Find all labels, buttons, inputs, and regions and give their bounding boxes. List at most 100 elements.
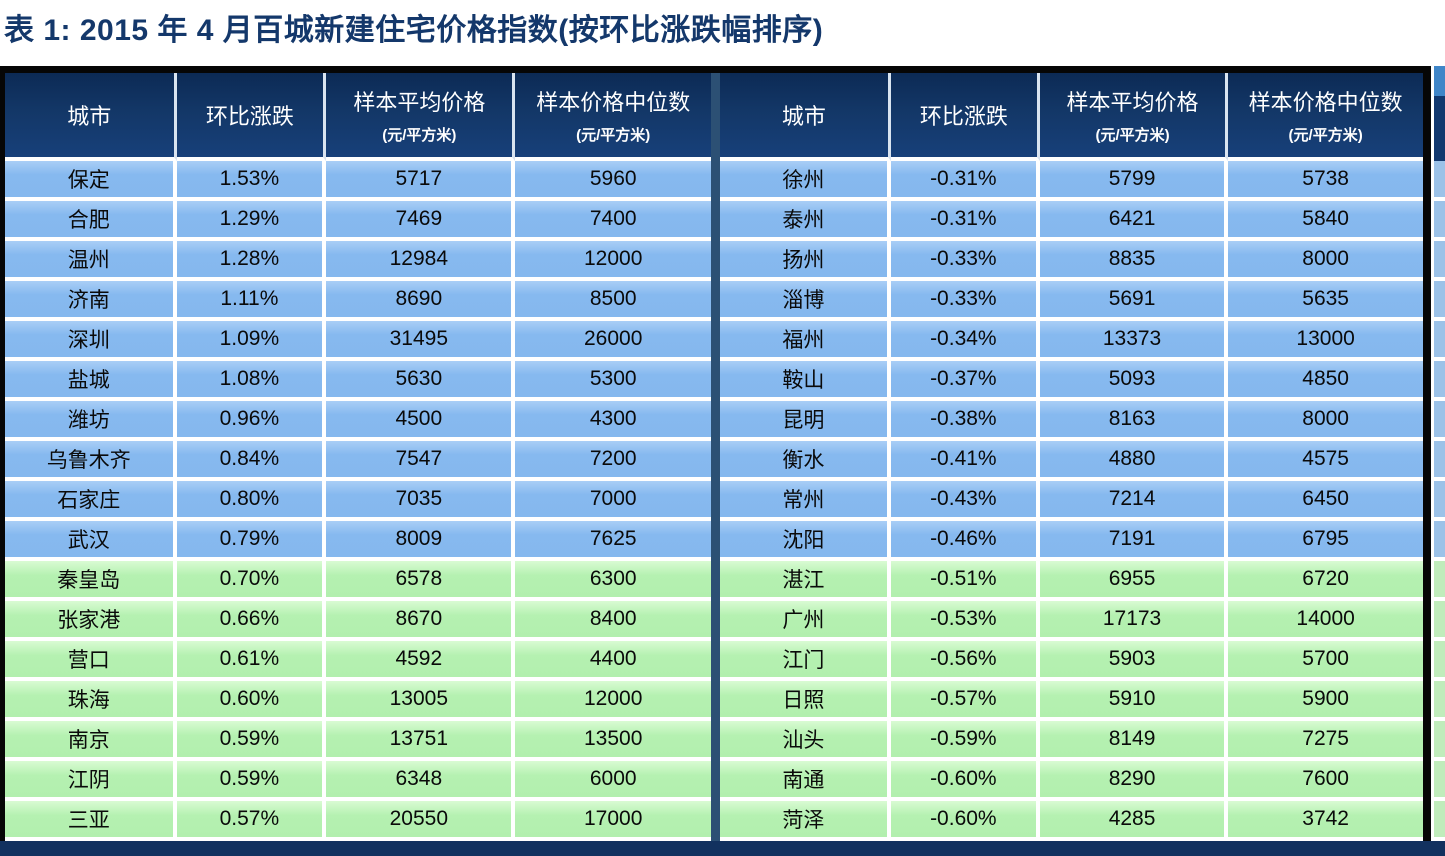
cell-mom-change: -0.31%: [890, 201, 1040, 241]
table-row: 温州 1.28% 12984 12000: [5, 241, 711, 281]
header-median-price-unit: (元/平方米): [576, 127, 651, 144]
cell-avg-price: 6955: [1039, 561, 1229, 601]
cell-median-price: 26000: [515, 321, 711, 361]
cell-mom-change: -0.46%: [890, 521, 1040, 561]
left-header-row: 城市 环比涨跌 样本平均价格 (元/平方米) 样本价格中位数 (元/平方米): [5, 73, 711, 161]
table-row: 盐城 1.08% 5630 5300: [5, 361, 711, 401]
cell-median-price: 7625: [515, 521, 711, 561]
cell-city: 营口: [5, 641, 177, 681]
cell-median-price: 5635: [1228, 281, 1423, 321]
cell-avg-price: 8163: [1039, 401, 1229, 441]
price-index-table: 城市 环比涨跌 样本平均价格 (元/平方米) 样本价格中位数 (元/平方米) 保…: [0, 66, 1445, 841]
sliver-header-segment: [1434, 96, 1445, 161]
table-left-border: [0, 73, 5, 841]
cell-avg-price: 12984: [326, 241, 516, 281]
cell-city: 深圳: [5, 321, 177, 361]
table-row: 珠海 0.60% 13005 12000: [5, 681, 711, 721]
table-row: 营口 0.61% 4592 4400: [5, 641, 711, 681]
table-row: 南京 0.59% 13751 13500: [5, 721, 711, 761]
header-avg-price-unit: (元/平方米): [1095, 127, 1170, 144]
cell-mom-change: 0.59%: [176, 761, 327, 801]
sliver-row-segment: [1434, 601, 1445, 641]
cell-median-price: 4850: [1228, 361, 1423, 401]
table-row: 昆明 -0.38% 8163 8000: [720, 401, 1423, 441]
cell-city: 福州: [720, 321, 891, 361]
table-row: 乌鲁木齐 0.84% 7547 7200: [5, 441, 711, 481]
cell-city: 合肥: [5, 201, 177, 241]
table-row: 南通 -0.60% 8290 7600: [720, 761, 1423, 801]
cell-mom-change: 1.29%: [176, 201, 327, 241]
cell-avg-price: 8149: [1039, 721, 1229, 761]
cell-city: 珠海: [5, 681, 177, 721]
table-row: 江阴 0.59% 6348 6000: [5, 761, 711, 801]
cell-median-price: 5738: [1228, 161, 1423, 201]
cell-avg-price: 17173: [1039, 601, 1229, 641]
cell-avg-price: 5910: [1039, 681, 1229, 721]
cell-avg-price: 4592: [326, 641, 516, 681]
cell-city: 泰州: [720, 201, 891, 241]
cell-median-price: 12000: [515, 681, 711, 721]
table-row: 淄博 -0.33% 5691 5635: [720, 281, 1423, 321]
cell-median-price: 4575: [1228, 441, 1423, 481]
cell-avg-price: 7469: [326, 201, 516, 241]
table-row: 湛江 -0.51% 6955 6720: [720, 561, 1423, 601]
sliver-row-segment: [1434, 361, 1445, 401]
cell-avg-price: 13751: [326, 721, 516, 761]
cell-city: 南通: [720, 761, 891, 801]
cell-mom-change: -0.37%: [890, 361, 1040, 401]
sliver-row-segment: [1434, 281, 1445, 321]
cell-median-price: 4300: [515, 401, 711, 441]
sliver-row-segment: [1434, 481, 1445, 521]
cell-mom-change: -0.33%: [890, 241, 1040, 281]
sliver-row-segment: [1434, 801, 1445, 841]
cell-avg-price: 5691: [1039, 281, 1229, 321]
cell-city: 济南: [5, 281, 177, 321]
cell-avg-price: 6421: [1039, 201, 1229, 241]
cell-mom-change: -0.53%: [890, 601, 1040, 641]
header-mom-change: 环比涨跌: [176, 73, 327, 161]
cell-city: 江阴: [5, 761, 177, 801]
cell-city: 广州: [720, 601, 891, 641]
cell-median-price: 7000: [515, 481, 711, 521]
header-avg-price-unit: (元/平方米): [382, 127, 457, 144]
sliver-row-segment: [1434, 161, 1445, 201]
cell-median-price: 8000: [1228, 401, 1423, 441]
cell-median-price: 14000: [1228, 601, 1423, 641]
sliver-top-segment: [1434, 66, 1445, 96]
cell-median-price: 7400: [515, 201, 711, 241]
sliver-row-segment: [1434, 441, 1445, 481]
table-main-block: 城市 环比涨跌 样本平均价格 (元/平方米) 样本价格中位数 (元/平方米) 保…: [0, 66, 1431, 841]
header-median-price: 样本价格中位数 (元/平方米): [1228, 73, 1423, 161]
cropped-right-sliver: [1434, 66, 1445, 841]
cell-median-price: 17000: [515, 801, 711, 841]
cell-median-price: 6795: [1228, 521, 1423, 561]
cell-avg-price: 5717: [326, 161, 516, 201]
cell-avg-price: 20550: [326, 801, 516, 841]
table-row: 日照 -0.57% 5910 5900: [720, 681, 1423, 721]
cell-median-price: 8000: [1228, 241, 1423, 281]
cell-mom-change: 0.60%: [176, 681, 327, 721]
cell-city: 乌鲁木齐: [5, 441, 177, 481]
bottom-cropped-strip: [0, 841, 1445, 856]
cell-median-price: 13500: [515, 721, 711, 761]
cell-city: 沈阳: [720, 521, 891, 561]
table-row: 沈阳 -0.46% 7191 6795: [720, 521, 1423, 561]
table-right-border: [1423, 73, 1431, 841]
cell-mom-change: -0.34%: [890, 321, 1040, 361]
cell-avg-price: 7191: [1039, 521, 1229, 561]
cell-avg-price: 13373: [1039, 321, 1229, 361]
cell-mom-change: 0.84%: [176, 441, 327, 481]
header-mom-change: 环比涨跌: [890, 73, 1040, 161]
cell-median-price: 5300: [515, 361, 711, 401]
cell-city: 汕头: [720, 721, 891, 761]
left-table-body: 保定 1.53% 5717 5960 合肥 1.29% 7469 7400 温州 1.28% 129…: [5, 161, 711, 841]
table-row: 江门 -0.56% 5903 5700: [720, 641, 1423, 681]
cell-city: 三亚: [5, 801, 177, 841]
cell-mom-change: -0.41%: [890, 441, 1040, 481]
table-row: 张家港 0.66% 8670 8400: [5, 601, 711, 641]
table-row: 常州 -0.43% 7214 6450: [720, 481, 1423, 521]
sliver-row-segment: [1434, 241, 1445, 281]
cell-city: 石家庄: [5, 481, 177, 521]
cell-avg-price: 4500: [326, 401, 516, 441]
cell-mom-change: 1.11%: [176, 281, 327, 321]
